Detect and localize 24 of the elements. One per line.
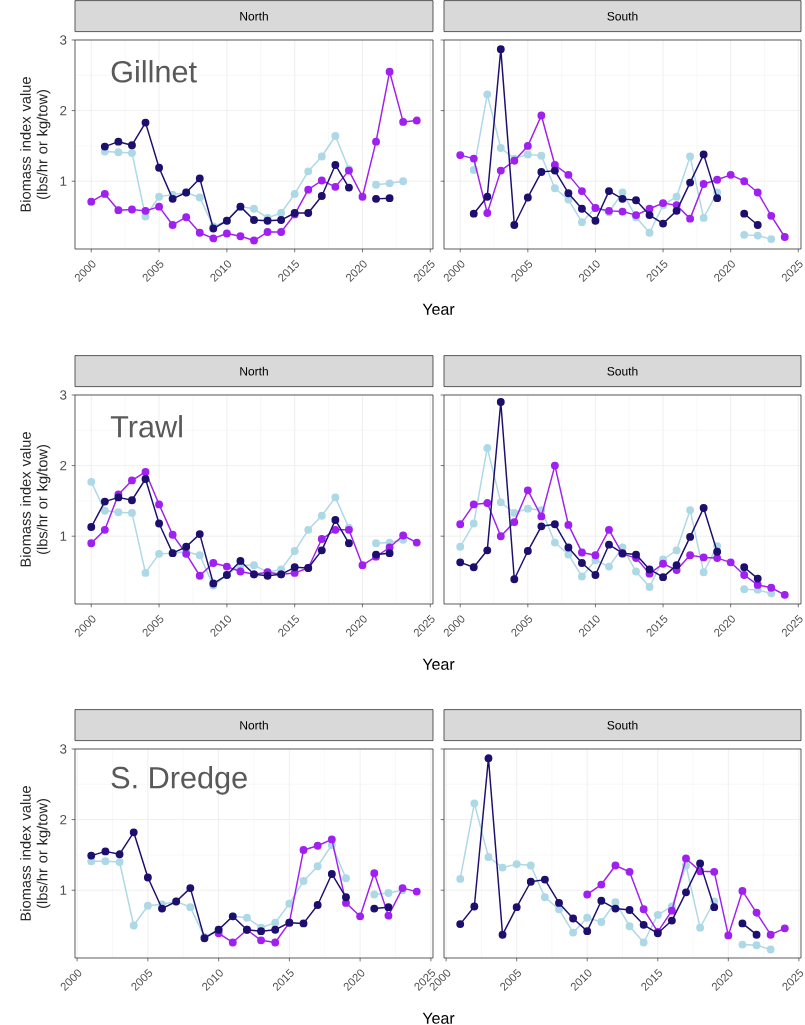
y-axis-title: Biomass index value (lbs/hr or kg/tow) [20,77,51,212]
annotation: Gillnet [111,60,197,83]
x-axis-title: Year [422,303,455,315]
annotation: S. Dredge [111,766,247,795]
y-tick-label: 2 [60,105,67,116]
chart-title: South [607,720,638,730]
y-tick-label: 2 [60,460,67,471]
y-tick-label: 1 [60,176,67,186]
y-axis-title: Biomass index value (lbs/hr or kg/tow) [20,786,51,921]
y-tick-label: 1 [60,531,67,541]
y-tick-label: 3 [60,744,67,754]
chart-title: North [240,366,268,376]
y-tick-label: 1 [60,885,67,895]
x-axis-title: Year [422,658,455,670]
chart-title: North [240,720,268,730]
y-tick-label: 3 [60,390,67,400]
y-axis-title: Biomass index value (lbs/hr or kg/tow) [20,432,51,567]
chart-title: South [607,11,638,21]
x-axis-title: Year [422,1012,455,1024]
chart-title: North [240,11,268,21]
y-tick-label: 3 [60,35,67,45]
chart-title: South [607,366,638,376]
annotation: Trawl [110,415,182,438]
y-tick-label: 2 [60,814,67,825]
